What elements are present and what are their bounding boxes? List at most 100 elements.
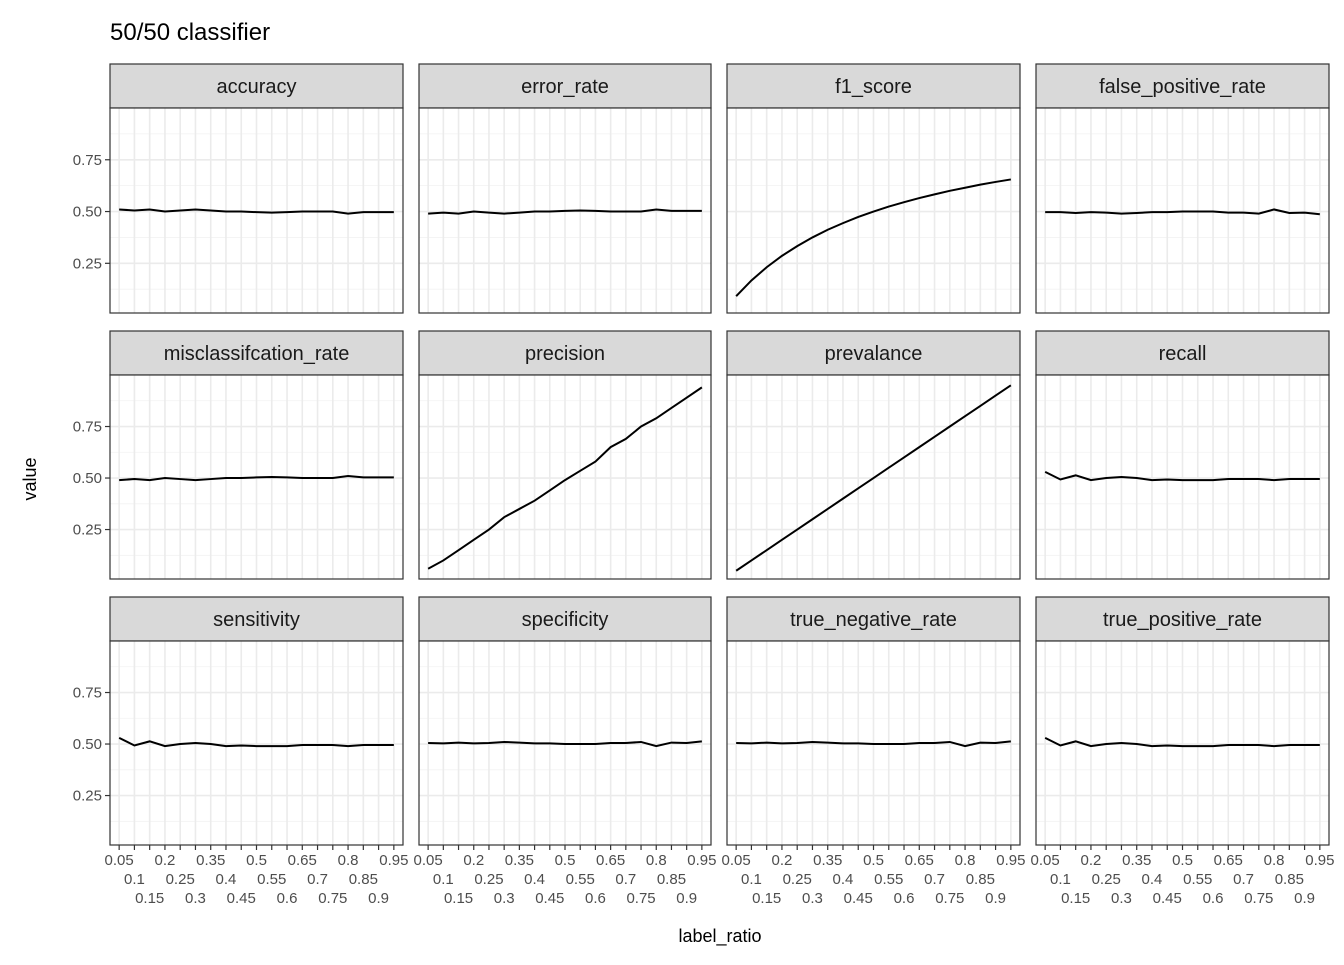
x-tick-label: 0.75 (935, 890, 964, 907)
x-tick-label: 0.85 (966, 871, 995, 888)
panel-border (418, 374, 712, 580)
facet-true-positive-rate: true_positive_rate 0.05 0.1 0.15 0.2 0.25 0.3 0… (1031, 596, 1334, 907)
series-line (1044, 736, 1320, 748)
x-tick-label: 0.05 (1031, 852, 1060, 869)
x-tick-label: 0.55 (1183, 871, 1212, 888)
x-tick-label: 0.4 (833, 871, 854, 888)
facet-sensitivity: sensitivity 0.25 0.50 0.75 0.05 0.1 0.15 0.2 0.2… (73, 596, 408, 907)
x-tick-label: 0.8 (338, 852, 359, 869)
panel-border (109, 107, 404, 314)
facet-strip-label: prevalance (825, 343, 923, 365)
x-tick-label: 0.6 (894, 890, 915, 907)
facet-strip-label: true_positive_rate (1103, 609, 1262, 631)
facet-false-positive-rate: false_positive_rate (1035, 63, 1330, 314)
facet-strip-label: specificity (522, 609, 609, 631)
facet-strip-label: sensitivity (213, 609, 300, 631)
x-tick-label: 0.6 (585, 890, 606, 907)
x-tick-label: 0.6 (277, 890, 298, 907)
x-tick-label: 0.95 (379, 852, 408, 869)
facet-specificity: specificity 0.05 0.1 0.15 0.2 0.25 0.3 0.35 0.4 0… (414, 596, 716, 907)
facet-recall: recall (1035, 330, 1330, 580)
facet-strip (418, 63, 712, 109)
x-tick-label: 0.85 (349, 871, 378, 888)
x-tick-label: 0.4 (1142, 871, 1163, 888)
x-tick-label: 0.65 (1214, 852, 1243, 869)
y-tick-label: 0.25 (73, 788, 102, 805)
panel-border (1035, 107, 1330, 314)
x-tick-label: 0.75 (318, 890, 347, 907)
x-tick-label: 0.55 (874, 871, 903, 888)
panel-border (726, 107, 1021, 314)
facet-strip (109, 330, 404, 376)
facet-strip-label: misclassifcation_rate (164, 343, 350, 365)
facet-misclassifcation-rate: misclassifcation_rate 0.25 0.50 0.75 (73, 330, 404, 580)
x-tick-label: 0.2 (1081, 852, 1102, 869)
y-tick-label: 0.25 (73, 255, 102, 272)
x-tick-label: 0.5 (246, 852, 267, 869)
x-tick-label: 0.25 (474, 871, 503, 888)
x-tick-label: 0.8 (955, 852, 976, 869)
facet-strip (109, 596, 404, 642)
x-tick-label: 0.9 (1294, 890, 1315, 907)
y-tick-label: 0.25 (73, 522, 102, 539)
x-tick-label: 0.9 (368, 890, 389, 907)
x-tick-label: 0.3 (802, 890, 823, 907)
facet-strip (726, 596, 1021, 642)
x-tick-label: 0.15 (444, 890, 473, 907)
series-line (1045, 208, 1320, 216)
facet-strip-label: precision (525, 343, 605, 365)
x-tick-label: 0.95 (996, 852, 1025, 869)
facet-strip (109, 63, 404, 109)
x-tick-label: 0.3 (494, 890, 515, 907)
x-tick-label: 0.35 (196, 852, 225, 869)
x-tick-label: 0.8 (1264, 852, 1285, 869)
x-tick-label: 0.45 (844, 890, 873, 907)
x-tick-label: 0.05 (414, 852, 443, 869)
chart-title: 50/50 classifier (110, 19, 270, 46)
series-line (428, 208, 702, 215)
x-tick-label: 0.5 (863, 852, 884, 869)
facet-strip (418, 596, 712, 642)
y-tick-label: 0.75 (73, 685, 102, 702)
x-tick-label: 0.85 (1275, 871, 1304, 888)
x-tick-label: 0.7 (924, 871, 945, 888)
x-tick-label: 0.15 (752, 890, 781, 907)
facet-true-negative-rate: true_negative_rate 0.05 0.1 0.15 0.2 0.25 0.3 0… (722, 596, 1025, 907)
x-tick-label: 0.1 (1050, 871, 1071, 888)
x-tick-label: 0.15 (1061, 890, 1090, 907)
series-line (735, 178, 1012, 297)
x-tick-label: 0.65 (596, 852, 625, 869)
x-tick-label: 0.05 (722, 852, 751, 869)
x-tick-label: 0.05 (105, 852, 134, 869)
x-tick-label: 0.3 (185, 890, 206, 907)
x-tick-label: 0.35 (813, 852, 842, 869)
x-tick-label: 0.1 (741, 871, 762, 888)
x-tick-label: 0.9 (985, 890, 1006, 907)
x-tick-label: 0.2 (463, 852, 484, 869)
x-tick-label: 0.7 (615, 871, 636, 888)
x-tick-label: 0.95 (1305, 852, 1334, 869)
y-axis-title: value (20, 457, 40, 500)
x-tick-label: 0.1 (433, 871, 454, 888)
x-tick-label: 0.5 (1172, 852, 1193, 869)
x-tick-label: 0.4 (524, 871, 545, 888)
facet-prevalance: prevalance (726, 330, 1021, 580)
series-line (427, 386, 703, 570)
series-line (736, 740, 1011, 748)
series-line (118, 736, 394, 748)
x-tick-label: 0.85 (657, 871, 686, 888)
x-tick-label: 0.2 (155, 852, 176, 869)
facet-strip-label: recall (1159, 343, 1207, 365)
x-tick-label: 0.75 (626, 890, 655, 907)
x-tick-label: 0.65 (905, 852, 934, 869)
x-tick-label: 0.7 (307, 871, 328, 888)
x-tick-label: 0.95 (687, 852, 716, 869)
panel-border (109, 374, 404, 580)
panel-border (418, 107, 712, 314)
x-tick-label: 0.9 (676, 890, 697, 907)
series-line (1044, 470, 1320, 482)
x-tick-label: 0.15 (135, 890, 164, 907)
y-tick-label: 0.75 (73, 152, 102, 169)
facet-strip-label: false_positive_rate (1099, 76, 1266, 98)
x-tick-label: 0.2 (772, 852, 793, 869)
